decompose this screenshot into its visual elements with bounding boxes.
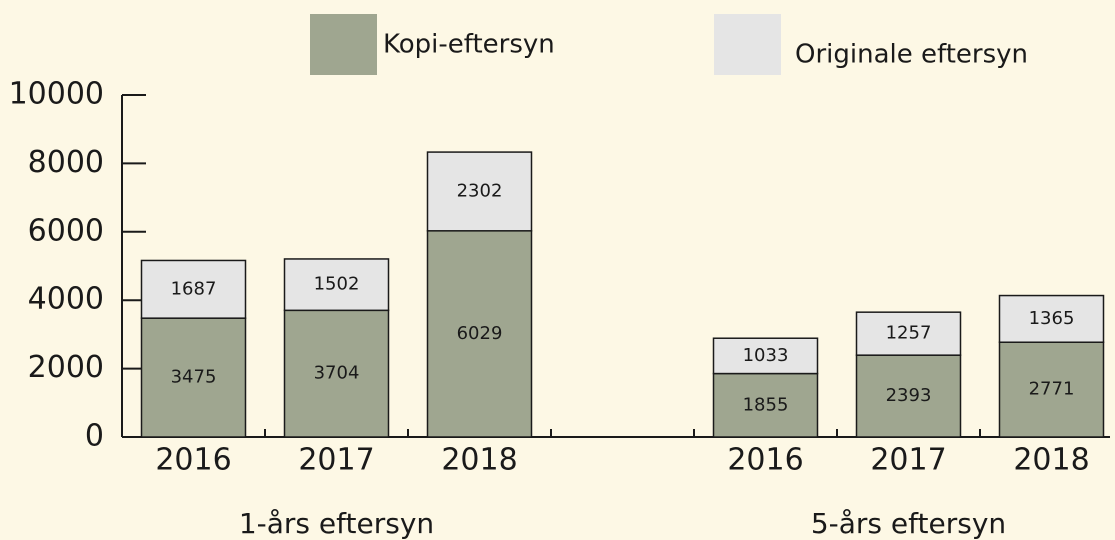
x-tick-label: 2018 bbox=[441, 443, 517, 478]
bar-segment bbox=[140, 317, 247, 438]
bar-value-label: 1257 bbox=[886, 323, 932, 344]
bar-value-label: 2393 bbox=[886, 385, 932, 406]
bar-segment bbox=[140, 259, 247, 319]
y-tick-label: 4000 bbox=[28, 282, 104, 317]
bar-value-label: 3704 bbox=[314, 363, 360, 384]
legend-swatch bbox=[714, 14, 781, 75]
bar-value-label: 1365 bbox=[1029, 308, 1075, 329]
x-tick-label: 2017 bbox=[870, 443, 946, 478]
bar-segment bbox=[998, 341, 1105, 438]
bar-value-label: 1687 bbox=[171, 278, 217, 299]
legend-label: Originale eftersyn bbox=[795, 40, 1028, 70]
legend-swatch bbox=[310, 14, 377, 75]
group-label: 1-års eftersyn bbox=[239, 507, 434, 540]
bar-value-label: 1033 bbox=[743, 345, 789, 366]
bar-segment bbox=[712, 372, 819, 438]
y-tick-label: 2000 bbox=[28, 350, 104, 385]
x-tick-label: 2018 bbox=[1013, 443, 1089, 478]
bar-segment bbox=[998, 294, 1105, 343]
bar-segment bbox=[712, 337, 819, 375]
bar-value-label: 2302 bbox=[457, 180, 503, 201]
bar-value-label: 6029 bbox=[457, 323, 503, 344]
group-label: 5-års eftersyn bbox=[811, 507, 1006, 540]
bar-value-label: 1855 bbox=[743, 394, 789, 415]
bar-segment bbox=[283, 309, 390, 438]
y-tick-label: 10000 bbox=[9, 77, 104, 112]
bar-segment bbox=[855, 354, 962, 438]
bar-value-label: 2771 bbox=[1029, 379, 1075, 400]
y-tick-label: 0 bbox=[85, 419, 104, 454]
bar-segment bbox=[855, 311, 962, 356]
bar-value-label: 3475 bbox=[171, 367, 217, 388]
bar-segment bbox=[283, 258, 390, 312]
x-tick-label: 2016 bbox=[155, 443, 231, 478]
x-tick-label: 2017 bbox=[298, 443, 374, 478]
bar-segment bbox=[426, 230, 533, 438]
bar-segment bbox=[426, 151, 533, 232]
x-tick-label: 2016 bbox=[727, 443, 803, 478]
legend-label: Kopi-eftersyn bbox=[383, 30, 555, 60]
y-tick-label: 6000 bbox=[28, 213, 104, 248]
y-tick-label: 8000 bbox=[28, 145, 104, 180]
bar-value-label: 1502 bbox=[314, 274, 360, 295]
